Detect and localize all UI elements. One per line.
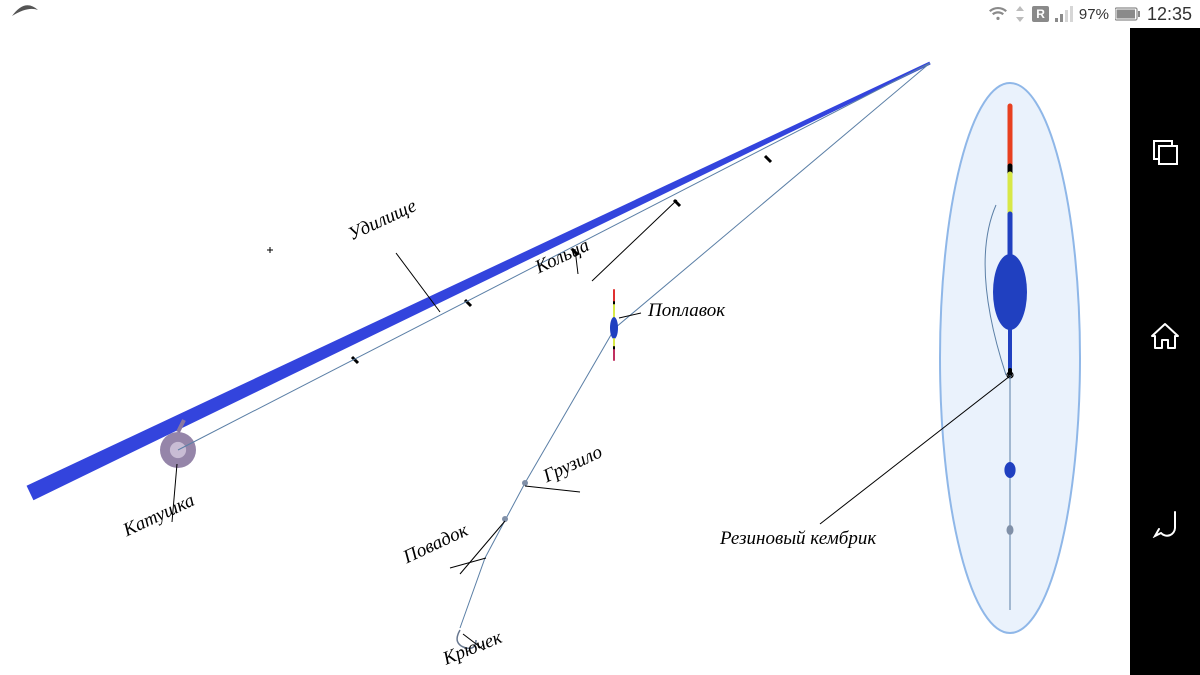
home-button[interactable] bbox=[1149, 320, 1181, 352]
back-button[interactable] bbox=[1149, 506, 1181, 538]
clock: 12:35 bbox=[1147, 4, 1192, 25]
label-sleeve: Резиновый кембрик bbox=[720, 528, 876, 550]
wifi-icon bbox=[988, 6, 1008, 22]
battery-percent: 97% bbox=[1079, 6, 1109, 23]
status-bar: R 97% 12:35 bbox=[0, 0, 1200, 28]
sort-icon bbox=[1014, 6, 1026, 22]
diagram-viewport[interactable]: УдилищеКольцаПоплавокКатушкаГрузилоПовад… bbox=[0, 28, 1130, 675]
fishing-rod-diagram bbox=[0, 28, 1130, 675]
carrier-logo bbox=[8, 2, 42, 27]
roaming-badge: R bbox=[1032, 6, 1049, 22]
label-float: Поплавок bbox=[648, 300, 725, 322]
android-nav-bar bbox=[1130, 0, 1200, 675]
battery-icon bbox=[1115, 7, 1141, 21]
recent-apps-button[interactable] bbox=[1150, 137, 1180, 167]
signal-icon bbox=[1055, 6, 1073, 22]
